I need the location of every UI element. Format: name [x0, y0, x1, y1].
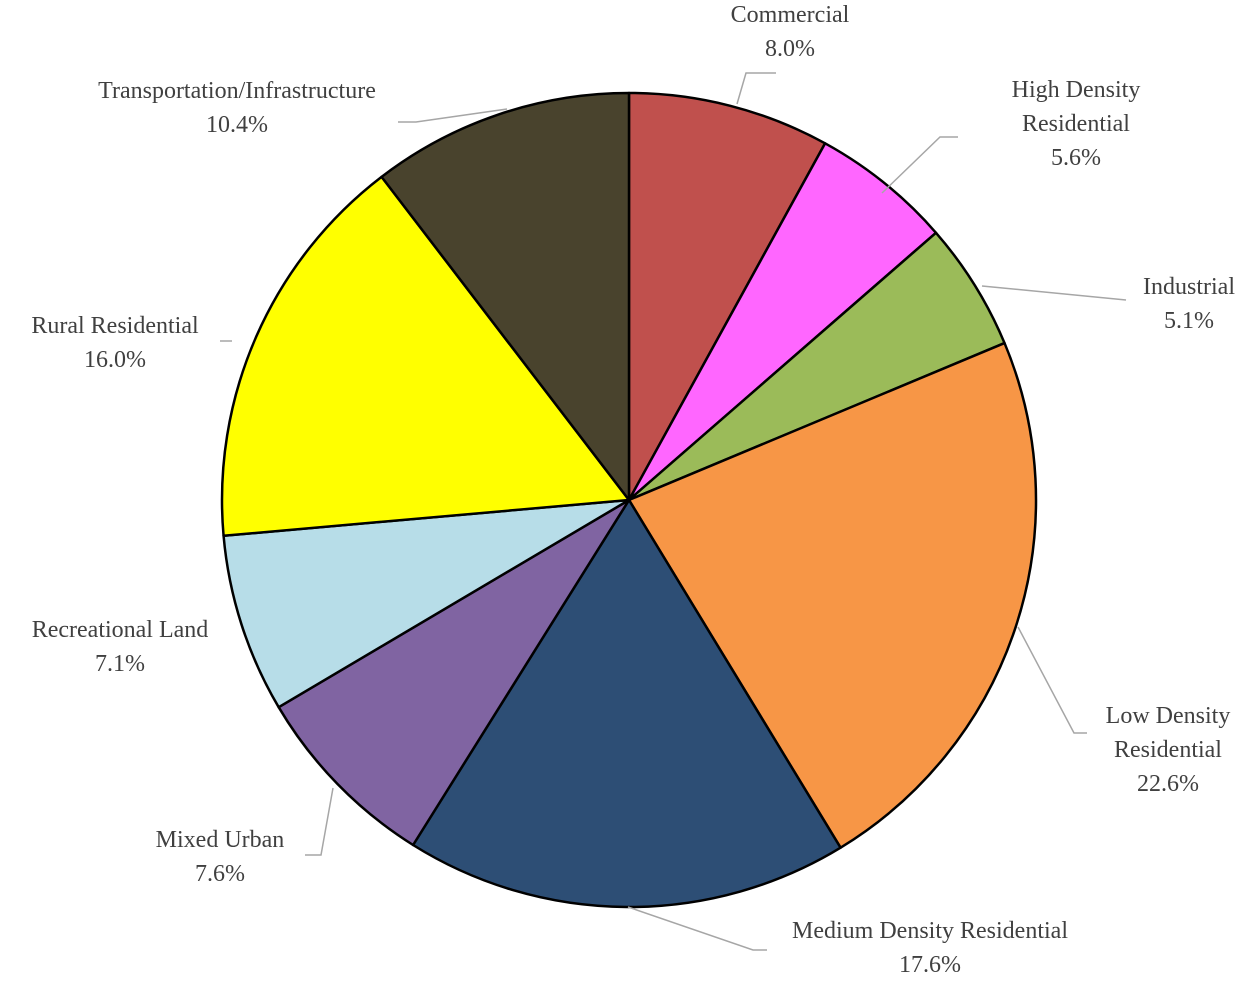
data-label-industrial: Industrial 5.1% [1143, 274, 1235, 334]
pie-slice-recreational-land [222, 498, 631, 709]
data-label-rural-residential: Rural Residential 16.0% [31, 313, 199, 373]
data-label-commercial: Commercial 8.0% [731, 2, 850, 62]
data-label-line: 7.1% [95, 651, 145, 677]
leader-line [881, 136, 958, 194]
leader-lines [220, 72, 1127, 951]
data-label-medium-density-residential: Medium Density Residential 17.6% [792, 918, 1068, 978]
pie-slice-commercial [627, 91, 827, 502]
data-label-line: 22.6% [1137, 771, 1199, 797]
data-label-line: Medium Density Residential [792, 918, 1068, 944]
leader-line [1017, 626, 1087, 734]
leader-line [305, 787, 334, 856]
data-label-line: 5.1% [1164, 308, 1214, 334]
data-label-line: Recreational Land [32, 617, 209, 643]
pie-slice-low-density-residential [627, 341, 1038, 849]
data-label-line: Mixed Urban [156, 827, 285, 853]
data-label-line: Residential [1022, 111, 1130, 137]
pie-slice-transportation-infrastructure [380, 91, 631, 502]
data-label-line: 10.4% [206, 112, 268, 138]
leader-line [736, 72, 776, 105]
pie-slice-rural-residential [220, 175, 631, 538]
data-label-line: Rural Residential [31, 313, 199, 339]
data-label-line: Industrial [1143, 274, 1235, 300]
pie-slice-medium-density-residential [411, 498, 842, 909]
data-label-line: 16.0% [84, 347, 146, 373]
data-label-line: 17.6% [899, 952, 961, 978]
data-label-line: High Density [1012, 77, 1141, 103]
data-label-high-density-residential: High Density Residential 5.6% [1012, 77, 1141, 171]
data-label-line: Low Density [1106, 703, 1231, 729]
data-label-recreational-land: Recreational Land 7.1% [32, 617, 209, 677]
leader-line [398, 108, 508, 123]
data-label-line: Residential [1114, 737, 1222, 763]
pie-slice-high-density-residential [627, 142, 938, 502]
data-label-line: 8.0% [765, 36, 815, 62]
data-label-line: Transportation/Infrastructure [98, 78, 376, 104]
data-label-line: Commercial [731, 2, 850, 28]
leader-line [627, 906, 767, 951]
pie-slice-mixed-urban [277, 498, 631, 847]
pie-slices [220, 91, 1038, 909]
data-label-transportation-infrastructure: Transportation/Infrastructure 10.4% [98, 78, 376, 138]
data-label-line: 5.6% [1051, 145, 1101, 171]
data-labels: Commercial 8.0% High Density Residential 5.6… [31, 2, 1235, 978]
data-label-low-density-residential: Low Density Residential 22.6% [1106, 703, 1231, 797]
data-label-line: 7.6% [195, 861, 245, 887]
leader-line [981, 285, 1127, 301]
data-label-mixed-urban: Mixed Urban 7.6% [156, 827, 285, 887]
